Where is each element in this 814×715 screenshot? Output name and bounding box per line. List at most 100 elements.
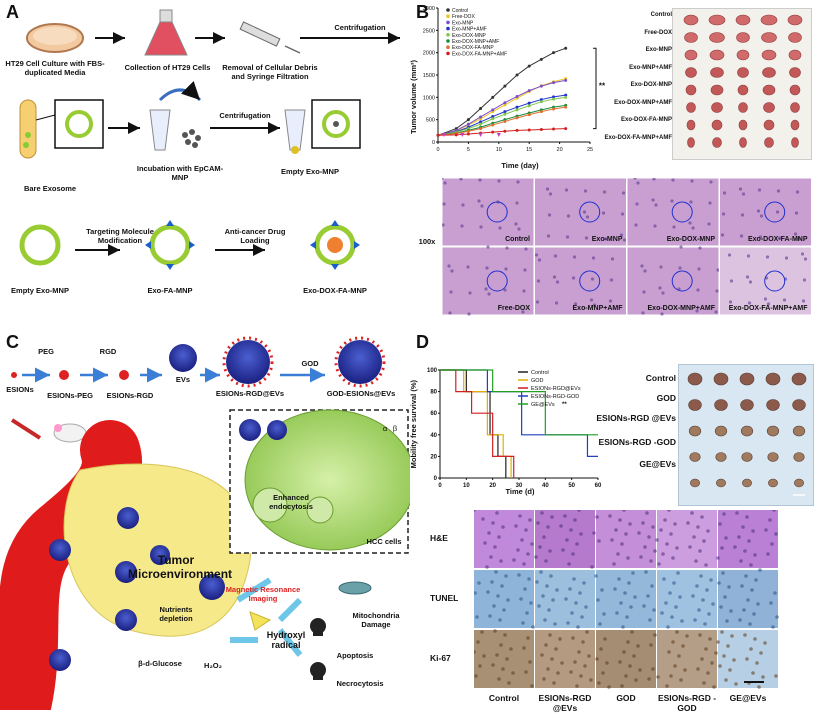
nucleus-dot (590, 277, 595, 281)
nucleus-dot (622, 510, 626, 512)
tumor-specimen (791, 372, 807, 386)
nucleus-dot (514, 222, 518, 226)
nucleus-dot (517, 573, 521, 577)
y-tick-label: 500 (426, 118, 435, 124)
nucleus-dot (637, 531, 641, 535)
panel-label-d: D (416, 332, 429, 352)
nucleus-dot (749, 647, 753, 651)
nucleus-dot (691, 226, 695, 230)
nucleus-dot (559, 524, 563, 528)
nucleus-dot (500, 584, 504, 588)
tumor-specimen (790, 119, 800, 131)
nucleus-dot (602, 190, 607, 194)
b-photo-label: Exo-DOX-FA-MNP+AMF (604, 134, 673, 141)
nucleus-dot (610, 257, 615, 261)
c-necrocytosis: Necrocytosis (336, 679, 384, 688)
mri-arrow (236, 577, 272, 603)
nucleus-dot (615, 611, 619, 615)
nucleus-dot (564, 188, 569, 192)
nucleus-dot (678, 266, 682, 270)
nucleus-dot (716, 640, 720, 644)
nucleus-dot (639, 555, 643, 559)
tumor-specimen (794, 478, 804, 488)
nucleus-dot (487, 531, 491, 535)
nucleus-dot (525, 611, 529, 615)
nucleus-dot (528, 660, 532, 664)
eppendorf-tube-icon (149, 109, 171, 151)
nucleus-dot (653, 549, 657, 553)
nucleus-dot (621, 191, 626, 195)
histology-tile (719, 246, 812, 316)
nucleus-dot (527, 577, 531, 581)
region-circle (486, 201, 508, 223)
nucleus-dot (753, 553, 757, 557)
nucleus-dot (589, 678, 593, 682)
nucleus-dot (597, 681, 601, 685)
nucleus-dot (610, 538, 614, 542)
legend-marker (446, 8, 450, 12)
tumor-specimen (763, 119, 775, 131)
nucleus-dot (747, 301, 752, 305)
nucleus-dot (680, 619, 684, 623)
nucleus-dot (518, 514, 522, 518)
nucleus-dot (727, 585, 731, 589)
data-point (515, 105, 519, 109)
legend-label: Exo-DOX-FA-MNP+AMF (452, 51, 507, 57)
nucleus-dot (503, 288, 507, 292)
nucleus-dot (485, 266, 489, 270)
d-ylabel: Mobility free survival (%) (409, 380, 418, 469)
nucleus-dot (478, 178, 482, 182)
nucleus-dot (496, 594, 500, 598)
data-point (479, 115, 483, 119)
nucleus-dot (652, 178, 656, 181)
nucleus-dot (656, 675, 660, 679)
nucleus-dot (493, 629, 497, 633)
nucleus-dot (702, 539, 706, 543)
nucleus-dot (545, 187, 550, 191)
nucleus-dot (636, 644, 640, 648)
nucleus-dot (676, 571, 680, 575)
tumor-specimen (708, 14, 726, 26)
nucleus-dot (740, 584, 744, 588)
x-tick-label: 20 (489, 483, 496, 489)
data-point (491, 115, 495, 119)
nucleus-dot (479, 225, 483, 229)
nucleus-dot (552, 681, 556, 685)
nucleus-dot (660, 312, 664, 316)
c-tumor-microenvironment: Tumor Microenvironment (128, 553, 233, 581)
tumor-specimen (686, 119, 696, 131)
data-point (515, 94, 519, 98)
nucleus-dot (621, 625, 625, 629)
nucleus-dot (644, 570, 648, 574)
nucleus-dot (744, 574, 748, 578)
nucleus-dot (501, 525, 505, 529)
nucleus-dot (551, 598, 555, 602)
survival-curve-0 (440, 369, 507, 478)
data-point (527, 104, 531, 108)
nucleus-dot (519, 597, 523, 601)
tumor-specimen (715, 452, 727, 462)
d-histology-grid (474, 510, 779, 689)
nucleus-dot (612, 562, 616, 566)
data-point (479, 107, 483, 110)
region-circle (579, 201, 601, 223)
tumor-specimen (714, 399, 728, 411)
nucleus-dot (448, 311, 452, 315)
data-point (479, 127, 483, 131)
a-label-4: Centrifugation (334, 23, 386, 32)
y-tick-label: 80 (430, 390, 437, 396)
tumor-specimen (742, 478, 752, 488)
legend-label: Exo-DOX-MNP (452, 33, 487, 39)
nucleus-dot (796, 237, 801, 241)
tumor-photos (683, 14, 803, 148)
nucleus-dot (803, 257, 808, 261)
nucleus-dot (673, 664, 677, 668)
nucleus-dot (705, 588, 709, 592)
nucleus-dot (501, 667, 505, 671)
legend-label: Exo-MNP (452, 20, 474, 26)
nucleus-dot (601, 671, 605, 675)
nucleus-dot (517, 227, 521, 231)
x-tick-label: 5 (467, 147, 470, 153)
nucleus-dot (577, 650, 581, 654)
nucleus-dot (495, 653, 499, 657)
